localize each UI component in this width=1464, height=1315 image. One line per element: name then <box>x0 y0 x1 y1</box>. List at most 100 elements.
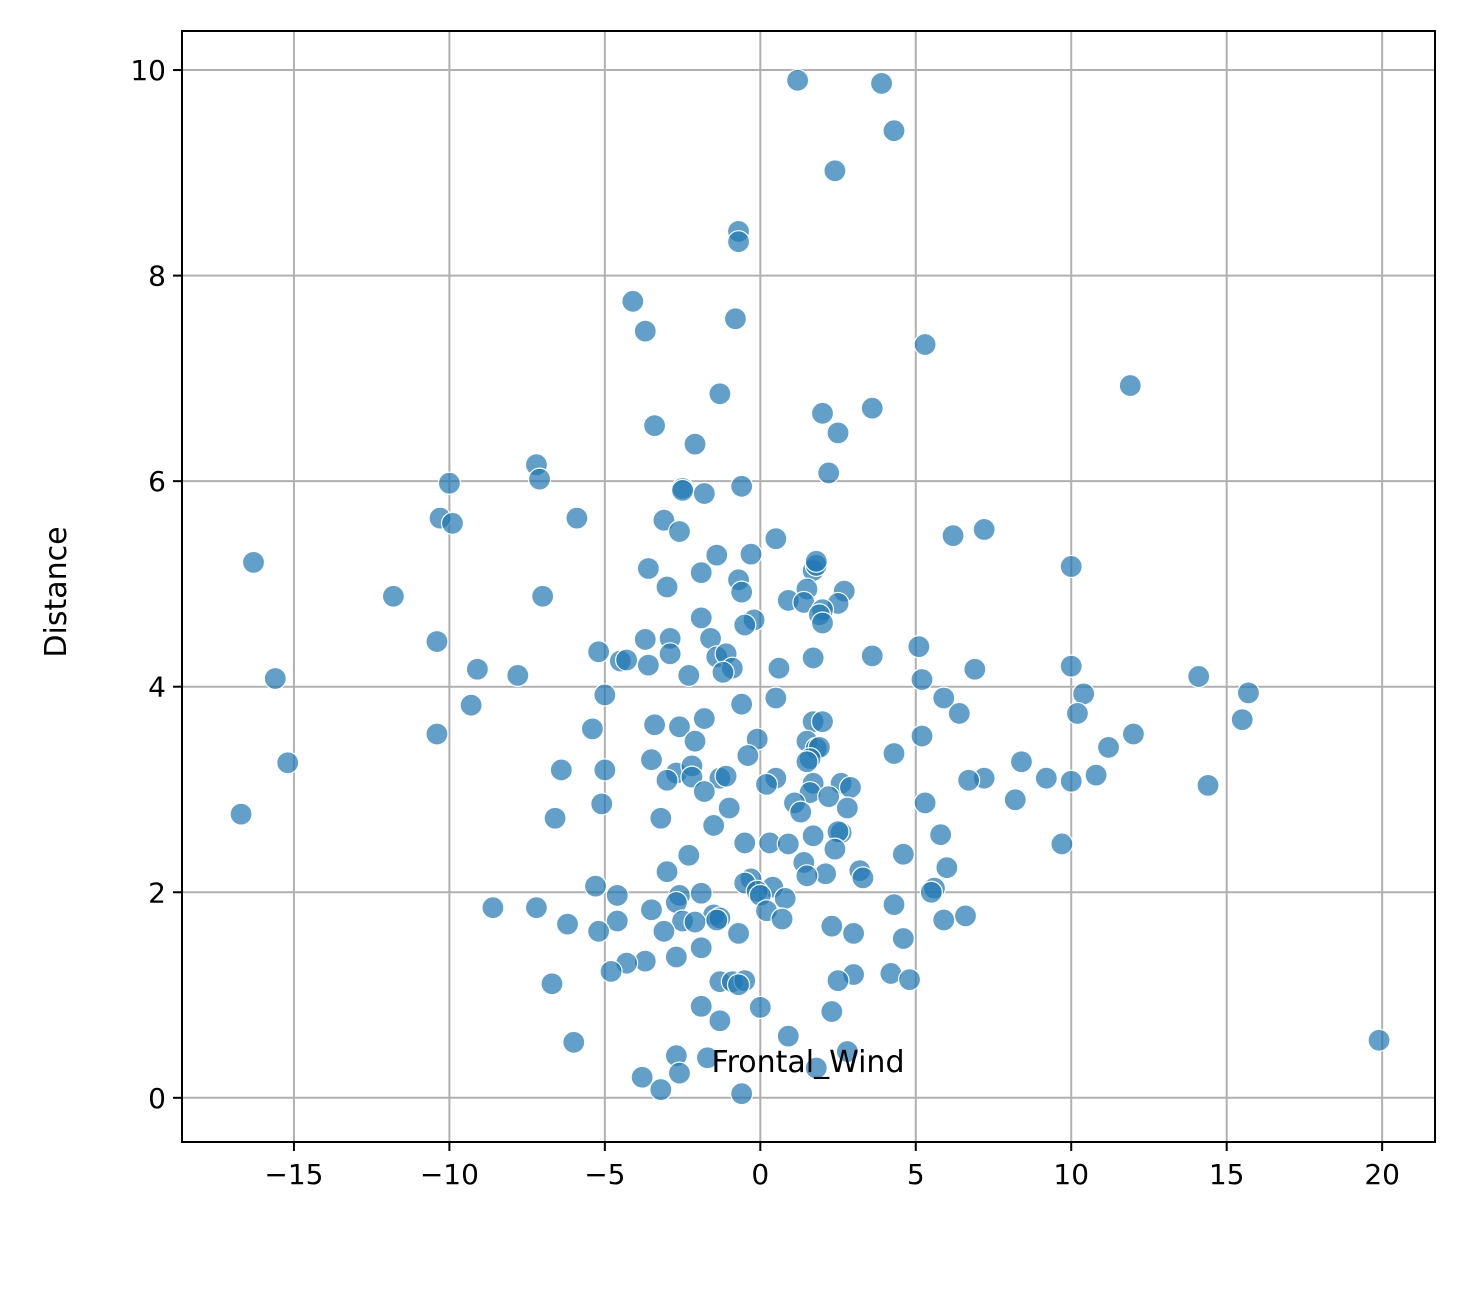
scatter-point <box>882 892 906 917</box>
scatter-point <box>810 710 835 734</box>
scatter-point <box>549 758 573 782</box>
scatter-point <box>851 866 875 890</box>
scatter-point <box>730 1082 754 1106</box>
scatter-point <box>705 543 729 567</box>
scatter-point <box>639 898 664 922</box>
scatter-point <box>1009 750 1034 774</box>
scatter-point <box>913 791 937 815</box>
scatter-point <box>229 802 253 826</box>
scatter-point <box>795 864 819 888</box>
x-tick-label: 20 <box>1364 1158 1400 1191</box>
scatter-point <box>754 772 779 796</box>
scatter-point <box>910 667 934 692</box>
scatter-point <box>789 800 813 824</box>
scatter-point <box>882 119 906 143</box>
scatter-point <box>932 686 956 710</box>
scatter-point <box>263 666 287 691</box>
scatter-point <box>1084 763 1108 787</box>
scatter-point <box>730 474 754 498</box>
y-tick-label: 8 <box>148 260 166 293</box>
scatter-point <box>776 1024 800 1048</box>
scatter-point <box>717 796 741 820</box>
scatter-point <box>692 706 716 731</box>
scatter-point <box>1059 654 1083 678</box>
scatter-point <box>835 796 859 820</box>
scatter-point <box>636 556 660 581</box>
scatter-point <box>506 663 530 688</box>
scatter-point <box>555 912 580 936</box>
scatter-point <box>957 768 981 792</box>
scatter-point <box>593 683 617 707</box>
scatter-point <box>910 724 934 748</box>
scatter-point <box>677 663 701 688</box>
scatter-point <box>1118 373 1142 398</box>
scatter-point <box>692 481 716 506</box>
scatter-point <box>714 764 738 788</box>
scatter-point <box>667 1061 692 1085</box>
x-tick-label: 5 <box>907 1158 925 1191</box>
scatter-point <box>748 995 772 1019</box>
y-tick-label: 0 <box>148 1082 166 1115</box>
y-tick-label: 10 <box>130 54 166 87</box>
scatter-point <box>838 775 863 800</box>
scatter-point <box>786 68 810 92</box>
scatter-point <box>649 806 673 830</box>
scatter-point <box>935 855 959 880</box>
scatter-point <box>1096 735 1121 759</box>
scatter-point <box>726 973 751 997</box>
scatter-point <box>642 713 667 737</box>
scatter-point <box>615 648 639 672</box>
scatter-point <box>773 886 797 911</box>
scatter-point <box>670 478 695 503</box>
scatter-point <box>642 414 667 438</box>
scatter-point <box>652 508 676 532</box>
scatter-point <box>689 936 713 960</box>
scatter-point <box>733 613 757 637</box>
scatter-point <box>826 969 850 993</box>
scatter-point <box>817 785 841 809</box>
scatter-point <box>776 832 800 856</box>
scatter-point <box>736 743 760 768</box>
scatter-point <box>1059 554 1083 579</box>
scatter-point <box>1196 773 1220 797</box>
scatter-point <box>835 1039 859 1064</box>
scatter-point <box>621 289 645 313</box>
scatter-point <box>1034 766 1058 790</box>
y-tick-label: 4 <box>148 671 166 704</box>
y-tick-label: 2 <box>148 876 166 909</box>
scatter-point <box>810 611 835 635</box>
scatter-point <box>1367 1028 1391 1052</box>
scatter-point <box>804 1056 828 1080</box>
scatter-point <box>841 921 866 945</box>
scatter-point <box>1121 722 1146 746</box>
scatter-point <box>590 792 614 816</box>
scatter-point <box>860 396 884 420</box>
scatter-point <box>683 910 707 934</box>
scatter-point <box>599 959 623 983</box>
scatter-point <box>860 644 884 668</box>
scatter-point <box>241 550 266 574</box>
scatter-point <box>1059 769 1083 793</box>
scatter-point <box>705 908 729 932</box>
scatter-point <box>276 751 300 775</box>
scatter-point <box>817 461 841 485</box>
scatter-point <box>891 842 915 866</box>
scatter-point <box>708 382 732 406</box>
scatter-point <box>580 717 605 741</box>
scatter-point <box>929 823 953 847</box>
scatter-point <box>655 860 679 884</box>
scatter-point <box>465 657 489 681</box>
scatter-point <box>726 230 751 254</box>
scatter-point <box>810 401 835 425</box>
scatter-point <box>459 693 483 717</box>
scatter-point <box>667 519 692 544</box>
scatter-point <box>801 646 825 670</box>
scatter-point <box>689 994 713 1018</box>
scatter-point <box>633 627 657 652</box>
scatter-point <box>605 883 629 907</box>
scatter-point <box>437 471 461 495</box>
scatter-point <box>730 580 754 604</box>
x-tick-label: 10 <box>1053 1158 1089 1191</box>
scatter-point <box>941 524 965 548</box>
